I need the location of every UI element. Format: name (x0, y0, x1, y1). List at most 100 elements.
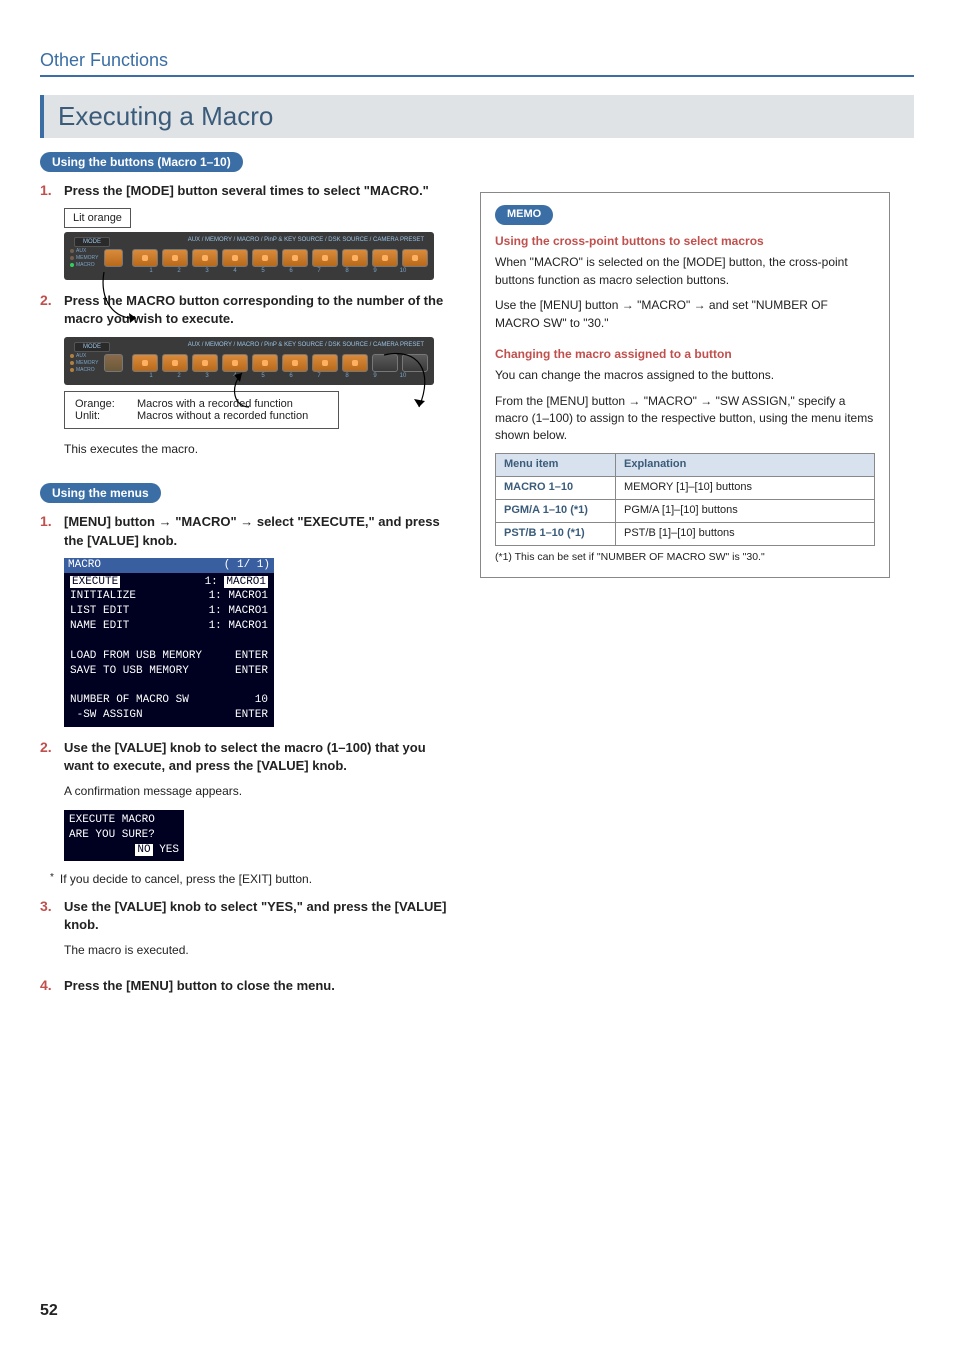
step-number: 2. (40, 292, 56, 308)
macro-button-8[interactable] (342, 354, 368, 372)
menu-row: NUMBER OF MACRO SW10 (70, 693, 268, 708)
step-number: 1. (40, 513, 56, 529)
button-number: 8 (334, 373, 360, 379)
button-number: 10 (390, 268, 416, 274)
macro-button-9[interactable] (372, 249, 398, 267)
memo-subheading-2: Changing the macro assigned to a button (495, 346, 875, 363)
step-sub: The macro is executed. (64, 942, 450, 959)
table-row: MACRO 1–10MEMORY [1]–[10] buttons (496, 476, 875, 499)
macro-button-8[interactable] (342, 249, 368, 267)
button-number: 9 (362, 373, 388, 379)
menu-row (70, 634, 268, 649)
macro-button-6[interactable] (282, 354, 308, 372)
step-sub: A confirmation message appears. (64, 783, 450, 800)
menu-row: EXECUTE1: MACRO1 (70, 575, 268, 590)
macro-button-9[interactable] (372, 354, 398, 372)
macro-button-5[interactable] (252, 354, 278, 372)
button-number: 7 (306, 268, 332, 274)
macro-button-4[interactable] (222, 354, 248, 372)
button-number: 1 (138, 373, 164, 379)
table-cell: MACRO 1–10 (496, 476, 616, 499)
macro-menu-screen: MACRO ( 1/ 1) EXECUTE1: MACRO1INITIALIZE1… (64, 558, 274, 727)
led-memory: MEMORY (76, 360, 98, 366)
step-number: 4. (40, 977, 56, 993)
legend-orange-label: Orange: (75, 398, 125, 410)
menu-row: INITIALIZE1: MACRO1 (70, 589, 268, 604)
button-number: 5 (250, 268, 276, 274)
section-header: Other Functions (40, 50, 914, 77)
table-cell: PGM/A 1–10 (*1) (496, 499, 616, 522)
memo-box: MEMO Using the cross-point buttons to se… (480, 192, 890, 578)
strip-header-text: AUX / MEMORY / MACRO / PinP & KEY SOURCE… (188, 237, 424, 247)
button-number: 6 (278, 268, 304, 274)
button-number: 10 (390, 373, 416, 379)
macro-button-10[interactable] (402, 354, 428, 372)
step-text: Use the [VALUE] knob to select the macro… (64, 739, 450, 775)
table-header: Menu item (496, 453, 616, 476)
menu-row: NAME EDIT1: MACRO1 (70, 619, 268, 634)
macro-button-4[interactable] (222, 249, 248, 267)
pill-using-buttons: Using the buttons (Macro 1–10) (40, 152, 243, 172)
macro-button-3[interactable] (192, 354, 218, 372)
macro-button-6[interactable] (282, 249, 308, 267)
macro-button-5[interactable] (252, 249, 278, 267)
memo-table: Menu item Explanation MACRO 1–10MEMORY [… (495, 453, 875, 546)
macro-button-1[interactable] (132, 354, 158, 372)
menu-row: LOAD FROM USB MEMORYENTER (70, 649, 268, 664)
confirm-no: NO (135, 844, 152, 856)
button-number: 6 (278, 373, 304, 379)
menu-title: MACRO (68, 558, 101, 573)
led-macro: MACRO (76, 262, 95, 268)
memo-p2: Use the [MENU] button → "MACRO" → and se… (495, 297, 875, 332)
table-cell: PST/B [1]–[10] buttons (616, 522, 875, 545)
memo-footnote: (*1) This can be set if "NUMBER OF MACRO… (495, 550, 875, 565)
button-number: 4 (222, 373, 248, 379)
menu-row (70, 678, 268, 693)
macro-button-1[interactable] (132, 249, 158, 267)
macro-button-strip-2: MODE AUX / MEMORY / MACRO / PinP & KEY S… (64, 337, 434, 385)
button-number: 9 (362, 268, 388, 274)
memo-pill: MEMO (495, 205, 553, 225)
memo-p1: When "MACRO" is selected on the [MODE] b… (495, 254, 875, 289)
led-memory: MEMORY (76, 255, 98, 261)
macro-button-2[interactable] (162, 249, 188, 267)
step-number: 3. (40, 898, 56, 914)
menu-row: SAVE TO USB MEMORYENTER (70, 664, 268, 679)
step-text: Press the [MODE] button several times to… (64, 182, 429, 200)
macro-button-10[interactable] (402, 249, 428, 267)
step-text: Use the [VALUE] knob to select "YES," an… (64, 898, 450, 934)
strip-header-text: AUX / MEMORY / MACRO / PinP & KEY SOURCE… (188, 342, 424, 352)
macro-button-7[interactable] (312, 249, 338, 267)
led-aux: AUX (76, 353, 86, 359)
button-number: 5 (250, 373, 276, 379)
memo-p3: You can change the macros assigned to th… (495, 367, 875, 384)
memo-subheading-1: Using the cross-point buttons to select … (495, 233, 875, 250)
menu-page: ( 1/ 1) (224, 558, 270, 573)
led-aux: AUX (76, 248, 86, 254)
table-row: PST/B 1–10 (*1)PST/B [1]–[10] buttons (496, 522, 875, 545)
button-number: 2 (166, 268, 192, 274)
mode-button-label: MODE (74, 342, 110, 352)
button-number: 3 (194, 268, 220, 274)
page-title: Executing a Macro (40, 95, 914, 138)
macro-button-2[interactable] (162, 354, 188, 372)
button-number: 1 (138, 268, 164, 274)
mode-button[interactable] (104, 249, 122, 267)
table-header: Explanation (616, 453, 875, 476)
legend-orange-text: Macros with a recorded function (137, 398, 293, 410)
macro-button-7[interactable] (312, 354, 338, 372)
confirm-line1: EXECUTE MACRO (69, 813, 179, 828)
macro-button-3[interactable] (192, 249, 218, 267)
confirm-yes: YES (159, 844, 179, 856)
button-number: 2 (166, 373, 192, 379)
mode-button[interactable] (104, 354, 122, 372)
cancel-note: If you decide to cancel, press the [EXIT… (60, 871, 312, 888)
macro-button-strip-1: MODE AUX / MEMORY / MACRO / PinP & KEY S… (64, 232, 434, 280)
page-number: 52 (40, 1302, 58, 1320)
confirm-dialog: EXECUTE MACRO ARE YOU SURE? NO YES (64, 810, 184, 861)
step-text: Press the [MENU] button to close the men… (64, 977, 335, 995)
table-row: PGM/A 1–10 (*1)PGM/A [1]–[10] buttons (496, 499, 875, 522)
pill-using-menus: Using the menus (40, 483, 161, 503)
mode-button-label: MODE (74, 237, 110, 247)
button-number: 4 (222, 268, 248, 274)
